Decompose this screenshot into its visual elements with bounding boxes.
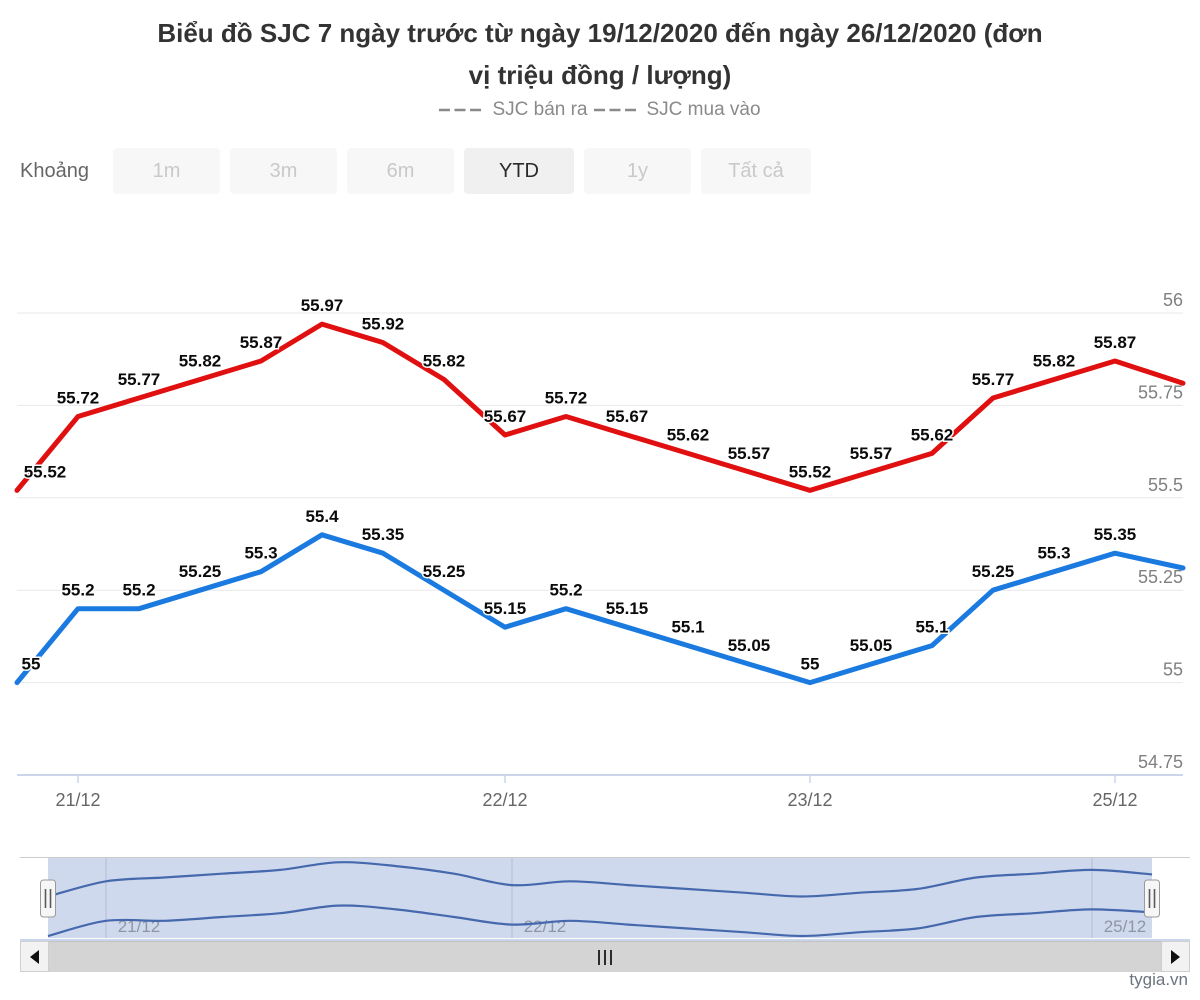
navigator-selection[interactable] (48, 858, 1152, 938)
range-selector-label: Khoảng (20, 159, 89, 182)
arrow-left-icon (30, 949, 39, 964)
data-label-mua-vao: 55.25 (179, 562, 222, 581)
legend-item-mua-vao[interactable]: SJC mua vào (593, 99, 761, 121)
scrollbar-thumb[interactable] (49, 941, 1161, 972)
data-label-mua-vao: 55.25 (972, 562, 1015, 581)
scrollbar (20, 939, 1190, 972)
range-selector: Khoảng 1m 3m 6m YTD 1y Tất cả (20, 148, 821, 194)
scrollbar-grip-icon (598, 949, 600, 965)
series-line-mua-vao (14, 532, 1186, 686)
series-line-ban-ra (14, 321, 1186, 493)
y-axis-label: 55.5 (1148, 475, 1183, 495)
legend-dash-icon (439, 108, 486, 112)
data-label-mua-vao: 55 (801, 655, 820, 674)
chart-title-line2: vị triệu đồng / lượng) (468, 60, 732, 90)
range-button-1m[interactable]: 1m (113, 148, 220, 194)
data-label-ban-ra: 55.57 (850, 444, 893, 463)
range-button-all[interactable]: Tất cả (701, 148, 811, 194)
data-label-mua-vao: 55.15 (484, 599, 527, 618)
data-label-ban-ra: 55.97 (301, 296, 344, 315)
legend-item-ban-ra[interactable]: SJC bán ra (439, 99, 588, 121)
data-label-mua-vao: 55 (22, 655, 41, 674)
data-label-ban-ra: 55.82 (423, 352, 466, 371)
scrollbar-right-button[interactable] (1161, 941, 1190, 972)
chart-title-line1: Biểu đồ SJC 7 ngày trước từ ngày 19/12/2… (157, 18, 1043, 48)
x-axis-label: 23/12 (787, 790, 832, 810)
scrollbar-grip-icon (610, 949, 612, 965)
range-button-6m[interactable]: 6m (347, 148, 454, 194)
data-label-mua-vao: 55.25 (423, 562, 466, 581)
data-label-mua-vao: 55.05 (850, 636, 893, 655)
data-label-mua-vao: 55.1 (671, 618, 704, 637)
navigator-right-handle[interactable] (1144, 879, 1160, 918)
data-label-ban-ra: 55.92 (362, 315, 405, 334)
data-label-ban-ra: 55.77 (972, 370, 1015, 389)
data-label-mua-vao: 55.15 (606, 599, 649, 618)
price-chart-plot: 56 55.75 55.5 55.25 55 54.75 21/12 22/12 23/12 25… (14, 290, 1186, 810)
data-label-mua-vao: 55.35 (362, 525, 405, 544)
x-axis-label: 21/12 (55, 790, 100, 810)
navigator-axis-label: 22/12 (524, 917, 567, 936)
data-label-mua-vao: 55.3 (1037, 544, 1070, 563)
data-label-mua-vao: 55.4 (305, 507, 339, 526)
range-button-1y[interactable]: 1y (584, 148, 691, 194)
legend-label: SJC mua vào (646, 99, 761, 120)
data-label-ban-ra: 55.87 (1094, 333, 1137, 352)
navigator-axis-label: 25/12 (1104, 917, 1147, 936)
data-label-mua-vao: 55.2 (61, 581, 94, 600)
data-label-mua-vao: 55.2 (122, 581, 155, 600)
range-button-3m[interactable]: 3m (230, 148, 337, 194)
x-axis-label: 25/12 (1092, 790, 1137, 810)
data-label-ban-ra: 55.52 (789, 462, 832, 481)
y-axis-label: 55.25 (1138, 567, 1183, 587)
data-label-ban-ra: 55.82 (1033, 352, 1076, 371)
data-label-ban-ra: 55.72 (545, 389, 588, 408)
y-axis-label: 54.75 (1138, 752, 1183, 772)
chart-title: Biểu đồ SJC 7 ngày trước từ ngày 19/12/2… (0, 12, 1200, 96)
data-label-ban-ra: 55.82 (179, 352, 222, 371)
data-label-ban-ra: 55.57 (728, 444, 771, 463)
y-axis-label: 55 (1163, 660, 1183, 680)
y-axis-label: 56 (1163, 290, 1183, 310)
scrollbar-left-button[interactable] (20, 941, 49, 972)
y-axis-label: 55.75 (1138, 382, 1183, 402)
data-label-mua-vao: 55.3 (244, 544, 277, 563)
arrow-right-icon (1171, 949, 1180, 964)
data-label-ban-ra: 55.72 (57, 389, 100, 408)
navigator-left-handle[interactable] (40, 879, 56, 918)
data-label-ban-ra: 55.87 (240, 333, 283, 352)
data-label-ban-ra: 55.77 (118, 370, 161, 389)
data-label-mua-vao: 55.2 (549, 581, 582, 600)
data-label-ban-ra: 55.67 (606, 407, 649, 426)
data-label-ban-ra: 55.67 (484, 407, 527, 426)
navigator-series-line-mua-vao (47, 904, 1153, 938)
data-label-ban-ra: 55.52 (24, 462, 67, 481)
navigator: 21/12 22/12 25/12 (20, 857, 1190, 938)
legend: SJC bán ra SJC mua vào (0, 99, 1200, 121)
data-label-mua-vao: 55.35 (1094, 525, 1137, 544)
data-label-ban-ra: 55.62 (667, 425, 710, 444)
range-button-ytd[interactable]: YTD (464, 148, 574, 194)
x-axis-label: 22/12 (482, 790, 527, 810)
scrollbar-grip-icon (604, 949, 606, 965)
credits-link[interactable]: tygia.vn (1129, 970, 1188, 989)
data-label-mua-vao: 55.1 (915, 618, 948, 637)
data-label-ban-ra: 55.62 (911, 425, 954, 444)
legend-dash-icon (593, 108, 640, 112)
data-label-mua-vao: 55.05 (728, 636, 771, 655)
navigator-series-line-ban-ra (47, 861, 1153, 898)
legend-label: SJC bán ra (492, 99, 588, 120)
